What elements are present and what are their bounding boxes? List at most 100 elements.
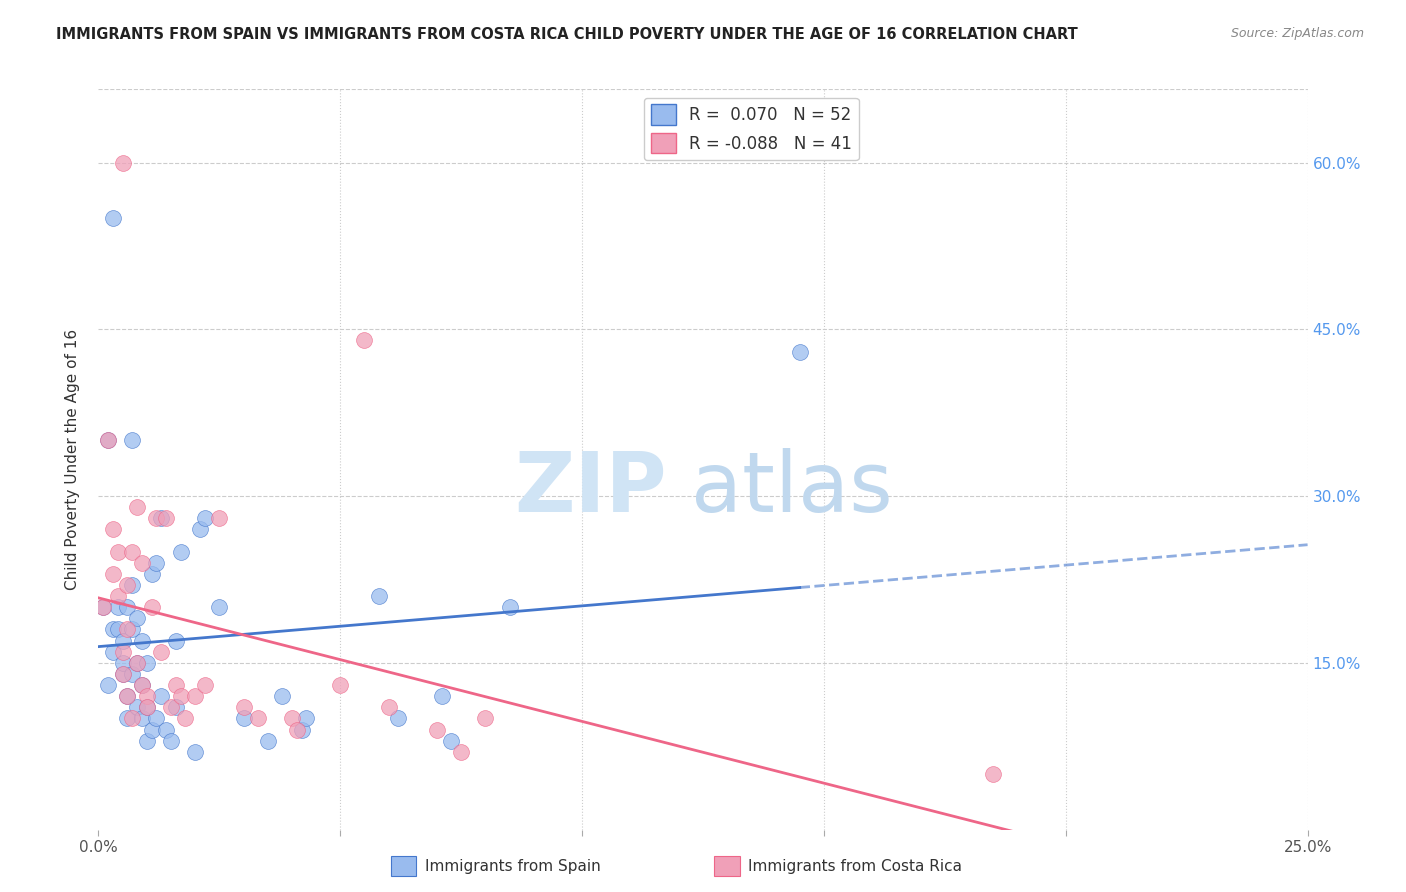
Point (121, 544, 143, 558)
Point (135, 689, 157, 703)
Point (127, 656, 149, 670)
Point (97, 434, 120, 448)
Point (160, 700, 183, 714)
Point (498, 600, 520, 615)
Point (121, 434, 143, 448)
Point (117, 689, 139, 703)
Point (91, 600, 114, 615)
Text: atlas: atlas (690, 449, 893, 530)
Point (232, 711, 254, 725)
Point (184, 745, 207, 759)
Point (127, 500, 149, 515)
Point (150, 689, 173, 703)
Point (426, 723, 449, 737)
Point (97, 434, 120, 448)
Point (329, 678, 352, 692)
Point (111, 633, 134, 648)
Point (474, 711, 496, 725)
Point (256, 733, 278, 747)
Point (145, 556, 167, 570)
Point (121, 711, 143, 725)
Point (145, 711, 167, 725)
Point (107, 589, 129, 603)
Point (981, 767, 1004, 781)
Point (174, 711, 197, 725)
Point (117, 600, 139, 615)
Point (285, 723, 308, 737)
Point (169, 544, 191, 558)
Point (290, 723, 312, 737)
Point (160, 733, 183, 747)
Point (141, 566, 163, 581)
Point (155, 511, 177, 525)
Point (208, 511, 231, 525)
Point (165, 700, 187, 714)
Point (111, 645, 134, 659)
Point (131, 633, 153, 648)
Point (107, 544, 129, 558)
Point (450, 745, 472, 759)
Point (111, 155, 134, 169)
Point (184, 689, 207, 703)
Point (101, 623, 124, 637)
Point (131, 711, 153, 725)
Point (208, 600, 231, 615)
Point (111, 656, 134, 670)
Point (271, 689, 294, 703)
Point (101, 645, 124, 659)
Point (117, 711, 139, 725)
Y-axis label: Child Poverty Under the Age of 16: Child Poverty Under the Age of 16 (65, 329, 80, 590)
Point (107, 623, 129, 637)
Point (101, 523, 124, 537)
Point (188, 523, 211, 537)
Point (247, 711, 270, 725)
Point (789, 344, 811, 359)
Point (295, 711, 318, 725)
Text: Immigrants from Costa Rica: Immigrants from Costa Rica (748, 859, 962, 873)
Point (127, 656, 149, 670)
Point (165, 633, 187, 648)
Point (121, 578, 143, 592)
Point (440, 733, 463, 747)
Point (194, 678, 217, 692)
Point (135, 700, 157, 714)
Point (150, 645, 173, 659)
Point (107, 600, 129, 615)
Point (141, 600, 163, 615)
Text: Immigrants from Spain: Immigrants from Spain (425, 859, 600, 873)
Point (131, 556, 153, 570)
Point (135, 656, 157, 670)
Text: IMMIGRANTS FROM SPAIN VS IMMIGRANTS FROM COSTA RICA CHILD POVERTY UNDER THE AGE : IMMIGRANTS FROM SPAIN VS IMMIGRANTS FROM… (56, 27, 1078, 42)
Point (377, 700, 399, 714)
Point (131, 678, 153, 692)
Point (232, 700, 254, 714)
Point (353, 334, 375, 348)
Point (101, 566, 124, 581)
Bar (391, 856, 416, 876)
Point (101, 211, 124, 226)
Point (141, 723, 163, 737)
Point (91, 600, 114, 615)
Point (121, 623, 143, 637)
Point (131, 678, 153, 692)
Point (127, 611, 149, 625)
Point (135, 733, 157, 747)
Point (121, 667, 143, 681)
Point (281, 711, 304, 725)
Point (117, 623, 139, 637)
Point (97, 678, 120, 692)
Text: Source: ZipAtlas.com: Source: ZipAtlas.com (1230, 27, 1364, 40)
Point (169, 689, 191, 703)
Point (111, 667, 134, 681)
Point (150, 511, 173, 525)
Text: ZIP: ZIP (515, 449, 666, 530)
Point (387, 711, 409, 725)
Point (194, 511, 217, 525)
Point (368, 589, 391, 603)
Point (111, 667, 134, 681)
Bar (714, 856, 740, 876)
Point (127, 700, 149, 714)
Point (165, 678, 187, 692)
Point (430, 689, 453, 703)
Legend: R =  0.070   N = 52, R = -0.088   N = 41: R = 0.070 N = 52, R = -0.088 N = 41 (644, 97, 859, 160)
